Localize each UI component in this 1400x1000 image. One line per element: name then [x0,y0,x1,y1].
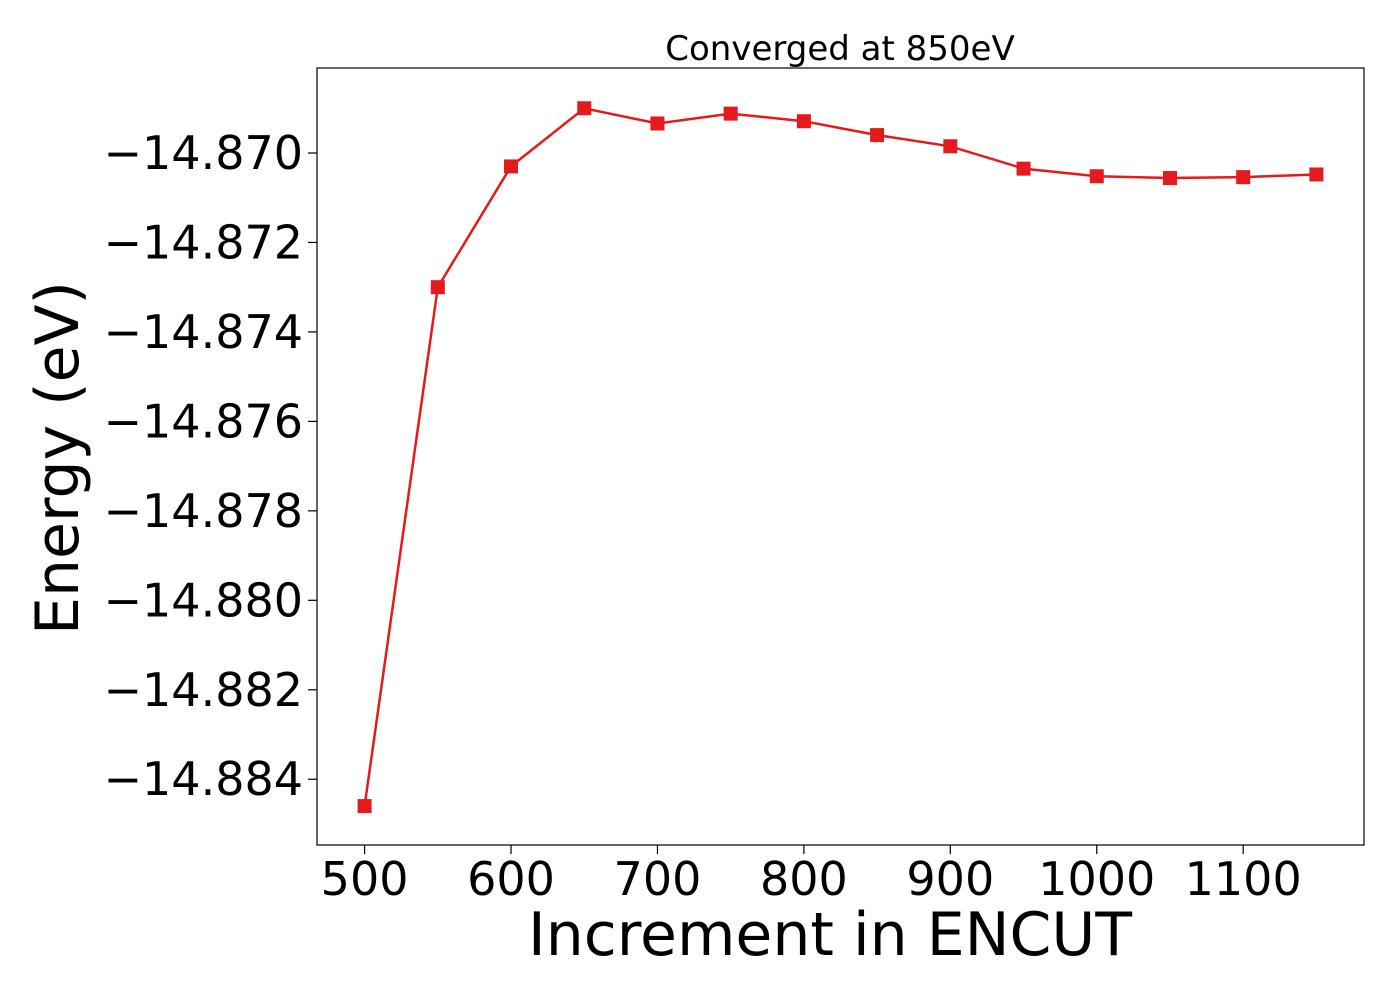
data-point [650,116,665,131]
x-tick-label: 500 [321,852,409,906]
chart-title: Converged at 850eV [665,29,1014,69]
data-point [357,799,372,814]
x-tick-label: 900 [906,852,994,906]
x-tick-label: 700 [614,852,702,906]
data-point [1089,169,1104,184]
plot-frame [316,67,1365,846]
x-tick-label: 1000 [1038,852,1155,906]
data-point [430,280,445,295]
x-tick-label: 800 [760,852,848,906]
y-tick-label: −14.870 [104,126,304,180]
x-tick-label: 600 [467,852,555,906]
series-layer [357,101,1324,814]
x-axis-label: Increment in ENCUT [528,900,1132,970]
data-point [796,114,811,129]
data-point [577,101,592,116]
y-tick-label: −14.872 [104,215,304,269]
data-point [1309,167,1324,182]
data-point [504,159,519,174]
data-point [1236,170,1251,185]
data-point [943,139,958,154]
y-tick-label: −14.884 [104,752,304,806]
data-point [1162,171,1177,186]
data-point [870,128,885,143]
y-axis: −14.870 −14.872 −14.874 −14.876 −14.878 −14.8… [104,126,317,806]
y-tick-label: −14.874 [104,305,304,359]
y-tick-label: −14.880 [104,573,304,627]
y-tick-label: −14.882 [104,663,304,717]
x-axis: 500 600 700 800 900 1000 1100 [321,845,1302,906]
y-tick-label: −14.876 [104,394,304,448]
data-point [723,106,738,121]
y-tick-label: −14.878 [104,484,304,538]
y-axis-label: Energy (eV) [23,281,93,635]
series-line [363,106,1317,807]
data-point [1016,161,1031,176]
x-tick-label: 1100 [1185,852,1302,906]
